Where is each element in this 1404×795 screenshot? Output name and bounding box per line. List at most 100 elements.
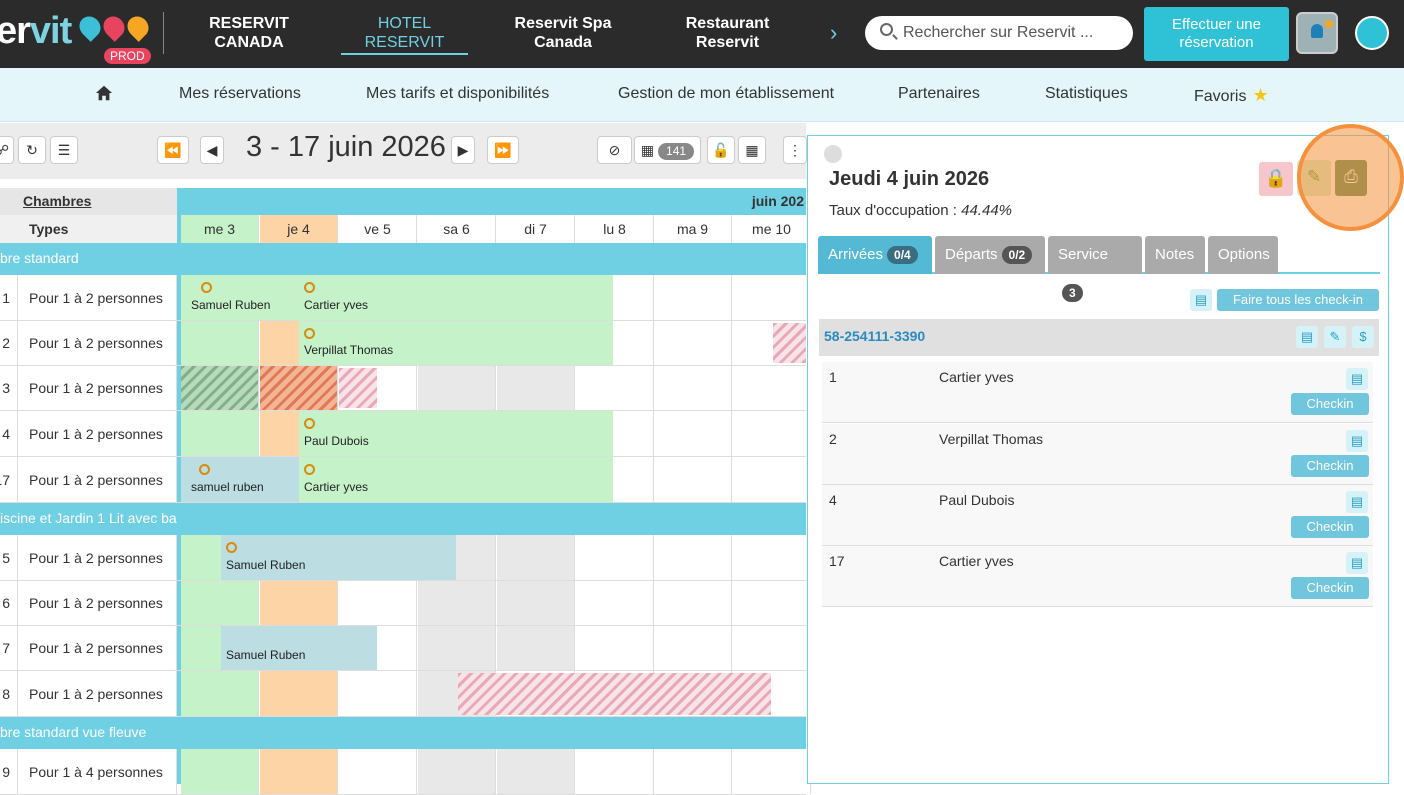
day-header[interactable]: lu 8 <box>576 215 654 243</box>
close-icon[interactable] <box>824 145 842 163</box>
day-header[interactable]: je 4 <box>260 215 338 243</box>
room-number: 1 <box>0 275 18 320</box>
nav-tarifs[interactable]: Mes tarifs et disponibilités <box>366 85 550 102</box>
dollar-icon[interactable]: $ <box>1352 326 1374 348</box>
tab-label: Arrivées <box>828 246 884 263</box>
booking-block[interactable]: samuel ruben <box>181 457 299 502</box>
blocked-period[interactable] <box>339 368 377 408</box>
room-row: 3 Pour 1 à 2 personnes <box>0 366 811 411</box>
arrival-room: 4 <box>829 492 837 508</box>
room-number: 7 <box>0 626 18 670</box>
nav-gestion[interactable]: Gestion de mon établissement <box>618 85 835 102</box>
nav-reservations[interactable]: Mes réservations <box>179 85 301 102</box>
day-header[interactable]: ve 5 <box>339 215 417 243</box>
nav-favoris[interactable]: Favoris ★ <box>1194 85 1269 106</box>
unlock-icon[interactable]: 🔓 <box>707 136 735 164</box>
checkin-button[interactable]: Checkin <box>1291 516 1369 538</box>
day-header[interactable]: sa 6 <box>418 215 496 243</box>
calendar-icon[interactable]: ▦ <box>738 136 766 164</box>
status-icon <box>304 328 315 339</box>
tab-spa-canada[interactable]: Reservit Spa Canada <box>514 15 612 51</box>
tab-hotel-reservit[interactable]: HOTEL RESERVIT <box>341 14 468 55</box>
nav-partenaires[interactable]: Partenaires <box>898 85 980 102</box>
room-number: 5 <box>0 535 18 580</box>
fast-forward-icon[interactable]: ⏩ <box>487 136 519 164</box>
booking-block[interactable]: Samuel Ruben <box>221 626 377 670</box>
booking-block[interactable]: Cartier yves <box>299 275 613 320</box>
room-row: 4 Pour 1 à 2 personnes Paul Dubois <box>0 411 811 457</box>
tab-arrivees[interactable]: Arrivées 0/4 <box>818 236 932 274</box>
tab-departs[interactable]: Départs 0/2 <box>935 236 1045 274</box>
booking-name: Samuel Ruben <box>226 648 306 662</box>
day-header[interactable]: me 10 <box>733 215 811 243</box>
status-icon <box>304 282 315 293</box>
search-input[interactable]: Rechercher sur Reservit ... <box>865 16 1133 50</box>
tab-notes[interactable]: Notes <box>1145 236 1205 274</box>
types-header: Types <box>0 215 177 243</box>
calendar-toolbar: ☍ ↻ ☰ ⏪ ◀ 3 - 17 juin 2026 ▶ ⏩ ⊘ ▦ 141 🔓… <box>0 123 807 179</box>
category-label: iscine et Jardin 1 Lit avec bal <box>0 510 177 526</box>
booking-block[interactable]: Verpillat Thomas <box>299 321 613 365</box>
logo-icons <box>75 12 153 42</box>
lock-icon[interactable]: 🔒 <box>1259 162 1293 196</box>
document-icon[interactable]: ▤ <box>1296 326 1318 348</box>
document-icon[interactable]: ▤ <box>1346 368 1368 390</box>
nav-statistiques[interactable]: Statistiques <box>1045 85 1128 102</box>
refresh-icon[interactable]: ↻ <box>18 136 46 164</box>
nav-favoris-label: Favoris <box>1194 88 1247 105</box>
tab-label: Service <box>1058 246 1109 263</box>
rooms-col-label[interactable]: Chambres <box>23 193 92 209</box>
day-header[interactable]: di 7 <box>497 215 575 243</box>
hide-icon[interactable]: ⊘ <box>597 136 632 164</box>
booking-block[interactable]: Paul Dubois <box>299 411 613 456</box>
booking-block[interactable]: Samuel Ruben <box>181 275 299 320</box>
arrival-room: 1 <box>829 369 837 385</box>
day-header[interactable]: me 3 <box>181 215 259 243</box>
avatar[interactable] <box>1355 16 1389 50</box>
tab-options[interactable]: Options <box>1208 236 1278 274</box>
room-number: 6 <box>0 581 18 625</box>
chevron-right-icon[interactable]: › <box>830 20 838 45</box>
prev-icon[interactable]: ◀ <box>200 136 224 164</box>
tab-label: Départs <box>945 246 998 263</box>
document-icon[interactable]: ▤ <box>1346 491 1368 513</box>
booking-name: Paul Dubois <box>304 434 369 448</box>
tab-restaurant[interactable]: Restaurant Reservit <box>685 15 770 51</box>
edit-icon[interactable]: ✎ <box>1324 326 1346 348</box>
blocked-period[interactable] <box>773 323 806 363</box>
room-category: iscine et Jardin 1 Lit avec bal <box>0 503 806 535</box>
tab-service[interactable]: Service 3 <box>1048 236 1142 302</box>
tab-count: 0/4 <box>887 246 918 264</box>
calendar-count-button[interactable]: ▦ 141 <box>634 136 701 164</box>
booking-block[interactable]: Samuel Ruben <box>221 535 456 580</box>
booking-name: Verpillat Thomas <box>304 343 394 357</box>
tab-reservit-canada[interactable]: RESERVIT CANADA <box>209 15 289 51</box>
next-icon[interactable]: ▶ <box>451 136 475 164</box>
room-type: Pour 1 à 2 personnes <box>19 411 177 456</box>
booking-block[interactable]: Cartier yves <box>299 457 613 502</box>
home-icon[interactable] <box>95 84 113 102</box>
checkin-all-button[interactable]: Faire tous les check-in <box>1217 289 1379 311</box>
checkin-button[interactable]: Checkin <box>1291 393 1369 415</box>
room-number: 9 <box>0 749 18 794</box>
reservation-id[interactable]: 58-254111-3390 <box>824 328 926 344</box>
more-icon[interactable]: ⋮ <box>783 136 807 164</box>
logo[interactable]: ervit <box>0 10 72 52</box>
arrival-name: Cartier yves <box>939 553 1014 569</box>
main-nav: Mes réservations Mes tarifs et disponibi… <box>0 68 1404 122</box>
document-icon[interactable]: ▤ <box>1346 430 1368 452</box>
room-type: Pour 1 à 2 personnes <box>19 626 177 670</box>
link-icon[interactable]: ☍ <box>0 136 14 164</box>
checkin-button[interactable]: Checkin <box>1291 455 1369 477</box>
document-icon[interactable]: ▤ <box>1346 552 1368 574</box>
filter-icon[interactable]: ☰ <box>50 136 78 164</box>
room-number: 2 <box>0 321 18 365</box>
day-header[interactable]: ma 9 <box>654 215 732 243</box>
document-icon[interactable]: ▤ <box>1190 289 1212 311</box>
room-type: Pour 1 à 2 personnes <box>19 321 177 365</box>
checkin-button[interactable]: Checkin <box>1291 577 1369 599</box>
bell-icon[interactable] <box>1296 12 1338 54</box>
blocked-period[interactable] <box>458 673 771 715</box>
book-button[interactable]: Effectuer une réservation <box>1144 7 1289 61</box>
fast-back-icon[interactable]: ⏪ <box>157 136 189 164</box>
